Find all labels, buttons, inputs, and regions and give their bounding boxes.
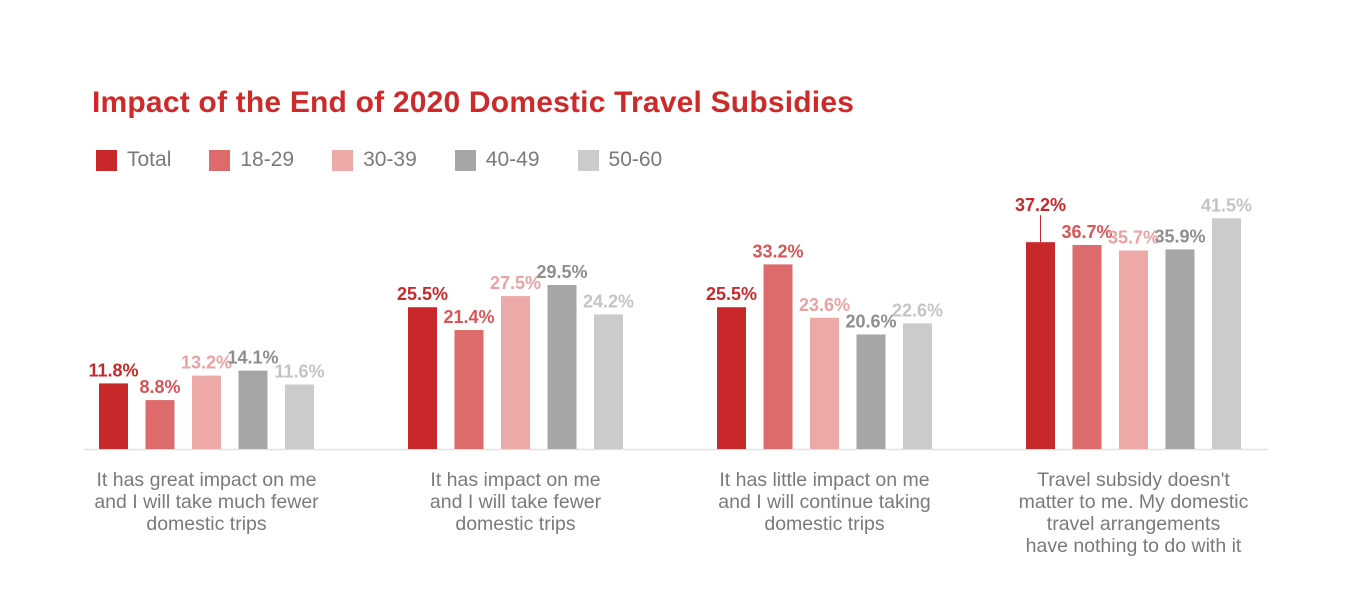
- bar: [763, 264, 793, 449]
- legend-item: 18-29: [209, 148, 294, 172]
- category-label: Travel subsidy doesn't: [1037, 469, 1230, 491]
- legend-label: 40-49: [485, 148, 540, 171]
- bar: [145, 400, 175, 449]
- legend-item: 30-39: [332, 148, 417, 172]
- bar: [1119, 250, 1148, 449]
- data-label: 13.2%: [181, 353, 232, 373]
- category-label: and I will take much fewer: [94, 491, 319, 513]
- bar: [238, 370, 268, 449]
- bar: [856, 334, 886, 449]
- bar: [1072, 244, 1102, 449]
- bar: [99, 383, 128, 449]
- chart-title: Impact of the End of 2020 Domestic Trave…: [92, 86, 855, 119]
- category-label: It has impact on me: [430, 469, 600, 491]
- category-label: domestic trips: [455, 513, 576, 535]
- bar: [594, 314, 623, 449]
- legend-label: 30-39: [363, 148, 417, 171]
- bar: [285, 384, 314, 449]
- data-label: 27.5%: [490, 273, 541, 293]
- category-label: travel arrangements: [1047, 513, 1221, 535]
- legend-label: 18-29: [240, 148, 295, 171]
- category-label: and I will take fewer: [430, 491, 602, 513]
- category-label: It has little impact on me: [719, 469, 929, 491]
- data-label: 25.5%: [706, 284, 757, 304]
- data-label: 36.7%: [1061, 222, 1112, 242]
- legend-swatch: [577, 149, 599, 171]
- legend-item: 50-60: [577, 148, 663, 172]
- legend-swatch: [454, 149, 476, 171]
- legend-swatch: [209, 149, 231, 171]
- bar: [717, 307, 746, 449]
- data-label: 14.1%: [227, 348, 278, 368]
- category-label: domestic trips: [146, 513, 267, 535]
- legend: Total 18-29 30-39 40-49 50-60: [96, 148, 700, 172]
- data-label: 41.5%: [1201, 195, 1252, 215]
- data-label: 20.6%: [845, 311, 896, 331]
- legend-label: Total: [127, 148, 172, 171]
- category-label: matter to me. My domestic: [1019, 491, 1249, 513]
- legend-item: Total: [96, 148, 171, 172]
- data-label: 21.4%: [443, 307, 494, 327]
- data-label: 33.2%: [752, 241, 803, 261]
- data-label: 11.6%: [274, 362, 324, 382]
- bar: [192, 375, 221, 449]
- bar: [1165, 249, 1195, 449]
- bar: [454, 330, 484, 449]
- data-label: 23.6%: [799, 295, 850, 315]
- legend-label: 50-60: [608, 148, 663, 171]
- bar: [903, 323, 932, 449]
- bar: [547, 284, 577, 449]
- category-label: have nothing to do with it: [1026, 535, 1242, 557]
- data-label: 22.6%: [892, 300, 943, 320]
- category-label: domestic trips: [764, 513, 885, 535]
- data-label: 11.8%: [88, 360, 138, 380]
- data-label: 24.2%: [583, 291, 634, 311]
- data-label: 35.9%: [1154, 226, 1205, 246]
- bar: [408, 307, 437, 449]
- legend-swatch: [96, 149, 117, 171]
- legend-swatch: [332, 149, 354, 171]
- bar: [501, 296, 530, 449]
- data-label: 35.7%: [1108, 228, 1159, 248]
- data-label: 25.5%: [397, 284, 448, 304]
- bar: [1212, 218, 1241, 449]
- category-label: It has great impact on me: [96, 469, 316, 491]
- bar: [1026, 242, 1055, 449]
- legend-item: 40-49: [454, 148, 540, 172]
- data-label: 37.2%: [1015, 195, 1066, 215]
- bar: [810, 317, 839, 449]
- data-label: 29.5%: [536, 262, 587, 282]
- data-label: 8.8%: [139, 377, 180, 397]
- category-label: and I will continue taking: [718, 491, 930, 513]
